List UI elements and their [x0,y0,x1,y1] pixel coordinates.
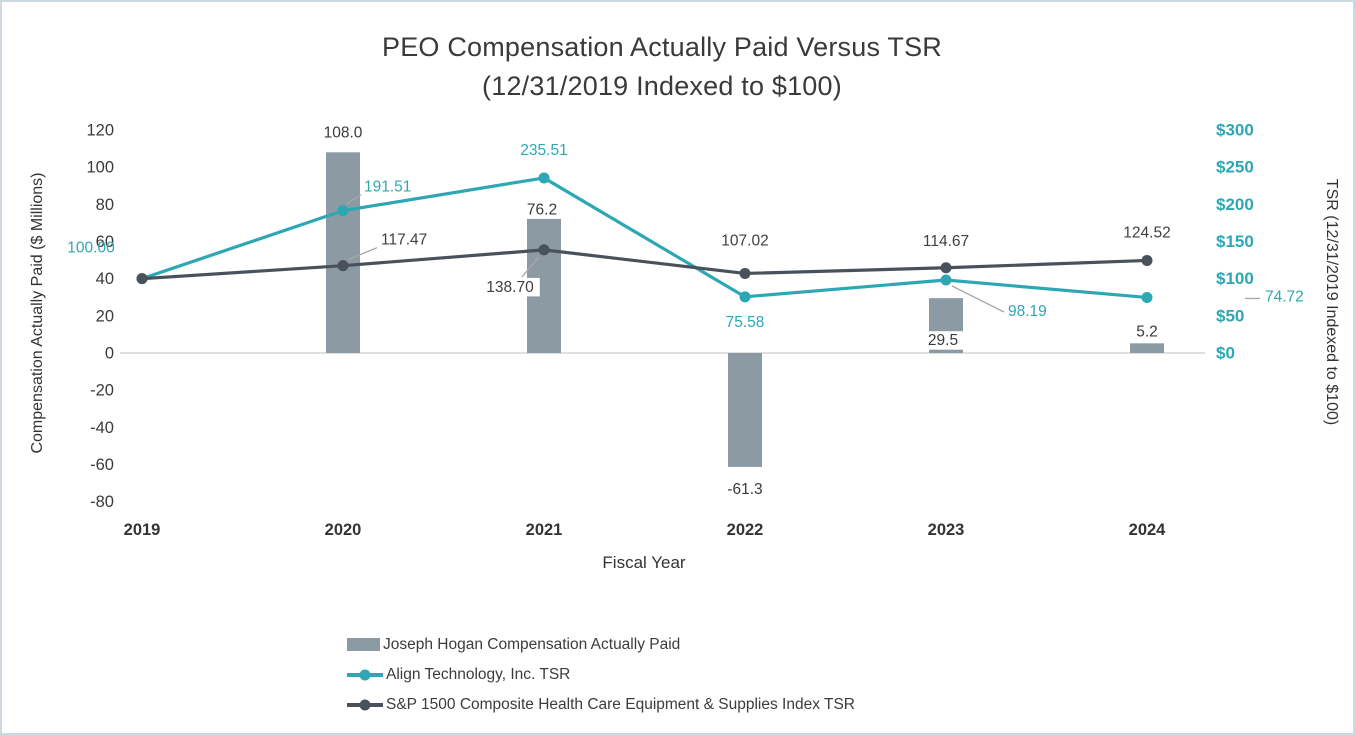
data-label: -61.3 [727,481,762,498]
bar [1130,343,1164,353]
data-label: 76.2 [527,201,557,218]
right-axis-tick: $0 [1216,344,1235,363]
legend-item-index-tsr: S&P 1500 Composite Health Care Equipment… [347,695,855,714]
legend-label-compensation: Joseph Hogan Compensation Actually Paid [383,635,681,653]
x-axis-title: Fiscal Year [602,553,686,572]
right-axis-tick: $150 [1216,232,1254,251]
bar [728,353,762,467]
label-leader [346,194,362,205]
data-label: 5.2 [1136,323,1158,340]
data-point [337,205,349,217]
legend-bar-swatch [347,638,380,651]
x-axis-tick: 2024 [1129,521,1167,539]
label-leader [521,256,540,278]
data-point [1141,291,1153,303]
label-leader [347,247,378,261]
left-axis-tick: 100 [86,159,114,177]
left-axis-tick: 0 [105,345,114,363]
label-bg [480,277,540,297]
left-axis-tick: 40 [96,270,114,288]
line-series [140,176,1149,300]
legend-teal-marker [359,669,371,680]
left-axis-tick: -20 [90,382,114,400]
label-leader [951,285,1005,313]
legend-item-compensation: Joseph Hogan Compensation Actually Paid [347,635,855,654]
data-label: 74.72 [1265,288,1304,305]
data-label: 138.70 [486,279,534,296]
data-point [136,273,148,285]
chart-title-line1: PEO Compensation Actually Paid Versus TS… [382,32,942,62]
data-point [538,172,550,184]
right-axis-title: TSR (12/31/2019 Indexed to $100) [1323,178,1340,426]
right-axis-tick: $50 [1216,306,1244,325]
legend-teal-line-swatch [347,669,383,680]
x-axis-tick: 2019 [124,521,161,539]
data-label: 235.51 [520,142,567,159]
legend-slate-marker [359,699,371,710]
legend-label-index-tsr: S&P 1500 Composite Health Care Equipment… [386,695,855,713]
label-bg [921,331,965,350]
left-axis-tick: -80 [90,493,114,511]
right-axis-tick: $200 [1216,195,1254,214]
data-point [337,260,349,272]
right-axis-tick: $300 [1216,121,1254,140]
data-label: 75.58 [726,314,765,331]
left-axis-tick: 60 [96,233,114,251]
data-point [1141,254,1153,266]
data-point [739,291,751,303]
legend-item-align-tsr: Align Technology, Inc. TSR [347,665,855,684]
data-label: 98.19 [1008,303,1047,320]
data-label: 191.51 [364,179,411,196]
data-label: 114.67 [923,233,969,250]
line-series [140,248,1149,281]
left-axis-tick: 20 [96,307,114,325]
data-point [940,262,952,274]
legend-label-align-tsr: Align Technology, Inc. TSR [386,665,571,683]
data-label: 124.52 [1123,224,1170,241]
data-point [739,267,751,279]
x-axis-tick: 2022 [727,521,764,539]
data-label: 100.00 [67,240,115,257]
left-axis-tick: -40 [90,419,114,437]
left-axis-tick: 120 [86,122,114,140]
x-axis-tick: 2023 [928,521,965,539]
data-label: 117.47 [381,232,427,249]
right-axis-tick: $250 [1216,158,1254,177]
chart-title: PEO Compensation Actually Paid Versus TS… [2,28,1322,106]
x-axis-tick: 2020 [325,521,362,539]
data-label: 108.0 [324,124,363,141]
label-bg [520,200,564,219]
legend: Joseph Hogan Compensation Actually Paid … [347,635,855,714]
left-axis-tick: 80 [96,196,114,214]
data-label: 29.5 [928,332,958,349]
left-axis-tick: -60 [90,456,114,474]
data-label: 107.02 [721,232,768,249]
left-axis-title: Compensation Actually Paid ($ Millions) [29,172,46,454]
chart-title-line2: (12/31/2019 Indexed to $100) [482,71,842,101]
data-point [940,274,952,286]
x-axis-tick: 2021 [526,521,563,539]
legend-slate-line-swatch [347,699,383,710]
bar [326,152,360,353]
right-axis-tick: $100 [1216,269,1254,288]
data-point [538,244,550,256]
